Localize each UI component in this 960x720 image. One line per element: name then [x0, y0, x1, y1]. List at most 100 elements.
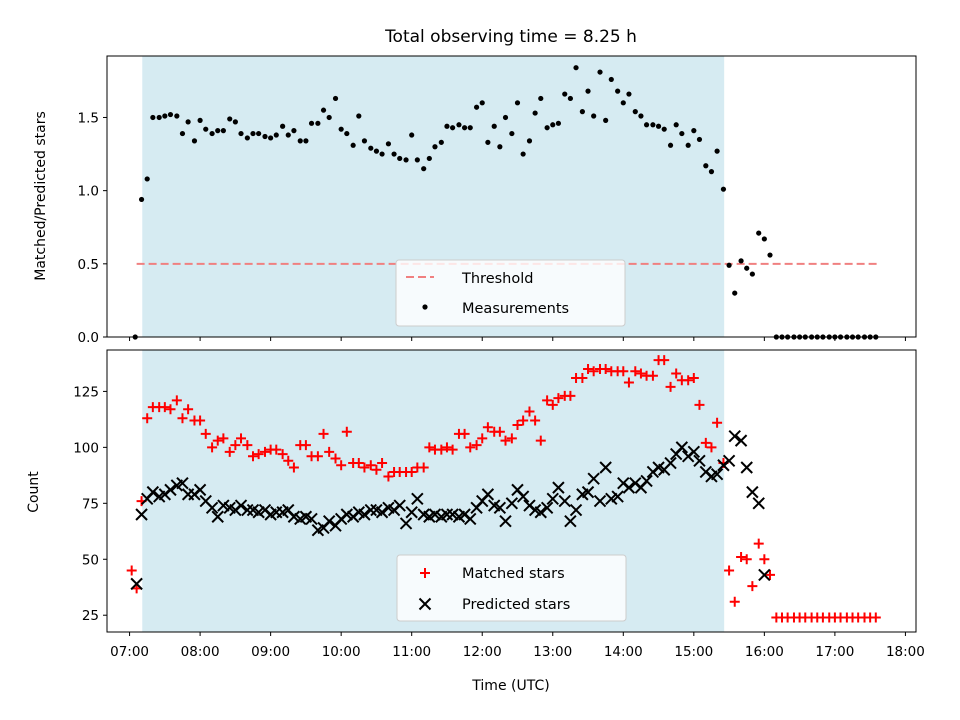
matched-star-point	[512, 419, 523, 430]
measurement-point	[185, 119, 191, 125]
measurement-point	[603, 117, 609, 123]
predicted-star-point	[675, 441, 689, 454]
x-tick-label: 16:00	[745, 644, 784, 660]
predicted-star-point	[693, 454, 706, 467]
predicted-star-point	[358, 508, 371, 521]
legend-predicted-swatch	[418, 597, 432, 611]
predicted-star-point	[135, 508, 148, 521]
measurement-point	[361, 138, 368, 144]
legend-bottom: Matched stars Predicted stars	[396, 554, 627, 622]
x-axis-label: Time (UTC)	[471, 678, 549, 694]
matched-star-point	[583, 364, 594, 375]
matched-star-point	[277, 449, 288, 460]
measurement-point	[138, 196, 145, 203]
measurement-point	[432, 144, 438, 150]
measurement-point	[162, 113, 168, 119]
measurement-point	[691, 128, 697, 134]
matched-star-point	[700, 437, 711, 448]
matched-star-point	[283, 455, 294, 466]
matched-star-point	[623, 377, 634, 388]
y-axis-label-top: Matched/Predicted stars	[33, 111, 49, 281]
x-tick-label: 12:00	[463, 644, 502, 660]
measurement-point	[438, 139, 444, 145]
legend-x-marker	[418, 597, 432, 611]
measurement-point	[497, 144, 503, 150]
predicted-star-point	[664, 456, 677, 470]
measurement-point	[703, 163, 709, 169]
y-axis-ticks-bottom: 25 50 75 100 125	[73, 384, 107, 624]
measurement-point	[608, 76, 614, 83]
matched-star-point	[535, 435, 546, 446]
predicted-star-point	[569, 503, 583, 517]
predicted-star-point	[758, 568, 771, 582]
matched-star-point	[171, 395, 182, 406]
measurement-point	[485, 139, 491, 145]
matched-star-point	[126, 565, 137, 576]
predicted-star-point	[499, 515, 512, 528]
measurement-point	[191, 138, 198, 144]
matched-star-point	[341, 426, 352, 437]
matched-star-point	[671, 368, 682, 379]
predicted-star-point	[322, 515, 336, 528]
matched-star-point	[542, 395, 553, 406]
predicted-star-point	[205, 501, 219, 514]
matched-star-point	[365, 460, 376, 471]
predicted-star-point	[193, 483, 207, 497]
predicted-star-point	[534, 506, 547, 519]
measurement-point	[626, 91, 632, 97]
measurement-point	[174, 113, 180, 119]
matched-star-point	[518, 415, 529, 426]
measurement-point	[179, 130, 186, 137]
measurement-point	[679, 130, 685, 137]
y-tick-label-bottom: 50	[82, 552, 99, 568]
matched-star-point	[577, 372, 588, 383]
matched-star-point	[195, 415, 206, 426]
measurement-point	[403, 157, 409, 163]
y-tick-label-top: 1.5	[78, 110, 99, 126]
chart-title: Total observing time = 8.25 h	[384, 27, 637, 47]
measurement-point	[550, 122, 556, 128]
matched-star-point	[683, 375, 694, 386]
matched-star-point	[165, 404, 176, 415]
predicted-star-point	[752, 497, 765, 510]
matched-star-point	[553, 393, 564, 404]
measurement-point	[256, 130, 262, 137]
predicted-star-point	[546, 492, 559, 506]
matched-star-point	[253, 449, 264, 460]
matched-star-point	[353, 458, 364, 469]
matched-star-point	[236, 433, 247, 444]
matched-star-point	[565, 390, 576, 401]
predicted-star-point	[687, 445, 701, 459]
measurement-point	[209, 130, 215, 137]
measurement-point	[326, 114, 332, 121]
measurement-point	[579, 109, 585, 115]
matched-stars-points	[126, 355, 881, 623]
measurement-point	[514, 100, 521, 106]
y-tick-label-top: 0.5	[78, 257, 99, 273]
y-tick-label-bottom: 125	[73, 384, 99, 400]
legend-top: Threshold Measurements	[395, 259, 626, 327]
matched-star-point	[764, 569, 775, 580]
matched-star-point	[271, 444, 282, 455]
matched-star-point	[377, 458, 388, 469]
predicted-star-point	[493, 501, 507, 514]
x-tick-label: 11:00	[392, 644, 431, 660]
matched-star-point	[318, 428, 329, 439]
predicted-star-point	[176, 476, 189, 490]
y-tick-label-bottom: 100	[73, 440, 99, 456]
y-tick-label-bottom: 25	[82, 608, 99, 624]
measurement-point	[538, 95, 544, 102]
measurement-point	[332, 95, 339, 102]
measurement-point	[150, 114, 156, 121]
x-axis-ticks-bottom: 07:00 08:00 09:00 10:00 11:00 12:00 13:00 14:00…	[110, 632, 925, 660]
matched-star-point	[547, 399, 558, 410]
predicted-star-point	[211, 510, 224, 523]
legend-threshold-label: Threshold	[461, 271, 533, 287]
predicted-star-point	[622, 481, 636, 494]
measurement-point	[273, 132, 279, 138]
x-tick-label: 07:00	[110, 644, 149, 660]
predicted-star-point	[740, 461, 753, 474]
measurement-point	[320, 107, 327, 113]
measurement-point	[673, 122, 679, 128]
predicted-star-point	[164, 483, 177, 497]
